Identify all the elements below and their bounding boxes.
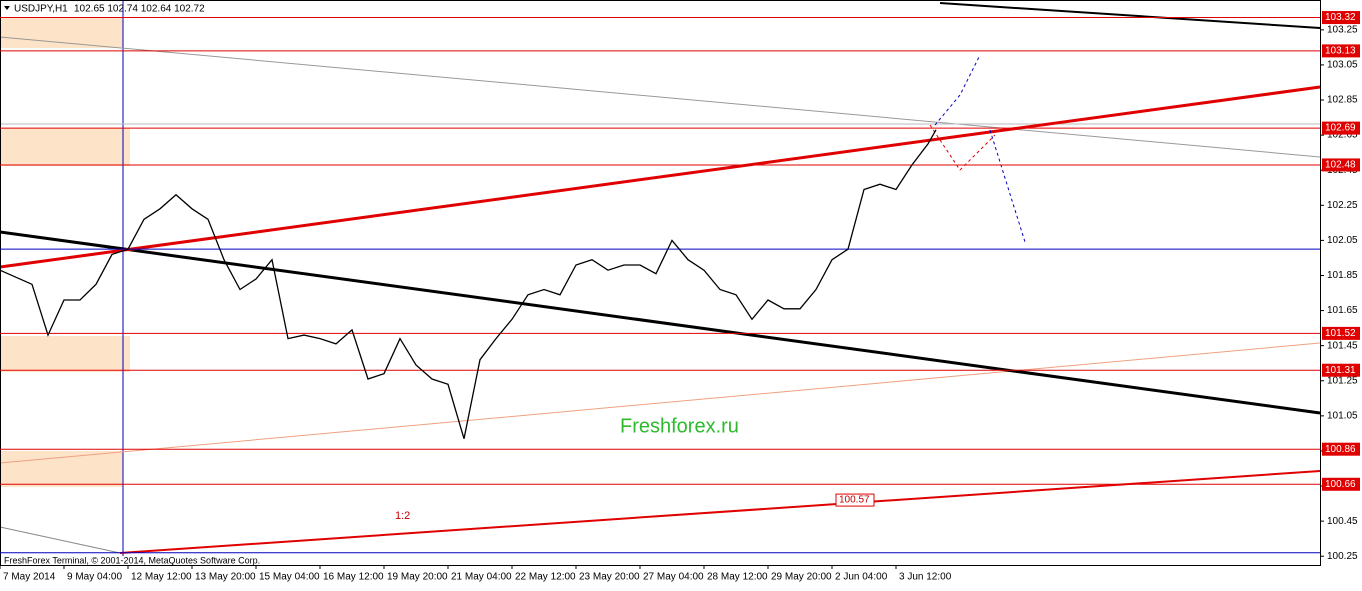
x-tick-label: 28 May 12:00 (707, 572, 768, 583)
y-tick-label: 100.45 (1327, 516, 1358, 527)
x-tick-label: 19 May 20:00 (387, 572, 448, 583)
drawings (0, 0, 1321, 556)
x-tick-label: 9 May 04:00 (67, 572, 122, 583)
x-tick-label: 3 Jun 12:00 (899, 572, 952, 583)
trend-line (0, 342, 1321, 464)
level-label-box (1322, 11, 1360, 25)
level-label-box (1322, 442, 1360, 456)
level-label-box (1322, 363, 1360, 377)
level-label: 103.13 (1325, 46, 1356, 57)
y-tick-label: 101.05 (1327, 410, 1358, 421)
y-tick-label: 103.05 (1327, 60, 1358, 71)
x-tick-label: 12 May 12:00 (131, 572, 192, 583)
x-tick-label: 22 May 12:00 (515, 572, 576, 583)
level-label-box (1322, 121, 1360, 135)
y-tick-label: 101.25 (1327, 375, 1358, 386)
price-line (0, 129, 937, 439)
y-tick-label: 102.85 (1327, 95, 1358, 106)
x-tick-label: 21 May 04:00 (451, 572, 512, 583)
price-label: 100.57 (839, 495, 870, 506)
zone (0, 336, 130, 372)
footer: FreshForex Terminal, © 2001-2014, MetaQu… (4, 555, 260, 565)
annotation: 1:2 (395, 510, 410, 522)
chart-title: USDJPY,H1 (14, 4, 68, 15)
trend-line (939, 2, 1321, 29)
level-label: 100.66 (1325, 479, 1356, 490)
level-label: 100.86 (1325, 444, 1356, 455)
zone (0, 18, 123, 48)
zone (0, 128, 130, 166)
y-tick-label: 101.65 (1327, 305, 1358, 316)
y-tick-label: 101.45 (1327, 340, 1358, 351)
plot-frame (0, 0, 1321, 566)
level-label: 102.48 (1325, 160, 1356, 171)
y-tick-label: 102.05 (1327, 235, 1358, 246)
x-tick-label: 13 May 20:00 (195, 572, 256, 583)
y-tick-label: 100.25 (1327, 551, 1358, 562)
x-tick-label: 23 May 20:00 (579, 572, 640, 583)
chart-subtitle: 102.65 102.74 102.64 102.72 (74, 4, 205, 15)
trend-line (0, 85, 1321, 269)
forecast (934, 54, 981, 126)
trend-line (0, 526, 121, 554)
level-label-box (1322, 326, 1360, 340)
level-label-box (1322, 158, 1360, 172)
x-tick-label: 16 May 12:00 (323, 572, 384, 583)
x-tick-label: 29 May 20:00 (771, 572, 832, 583)
price-label-box (835, 493, 875, 507)
x-tick-label: 27 May 04:00 (643, 572, 704, 583)
level-label: 101.31 (1325, 365, 1356, 376)
zone (0, 451, 123, 487)
level-label: 103.32 (1325, 12, 1356, 23)
watermark: Freshforex.ru (620, 415, 739, 437)
trend-line (0, 230, 1321, 415)
x-tick-label: 7 May 2014 (3, 572, 56, 583)
level-label: 101.52 (1325, 328, 1356, 339)
y-tick-label: 102.25 (1327, 200, 1358, 211)
x-tick-label: 2 Jun 04:00 (835, 572, 888, 583)
trend-line (0, 36, 1321, 158)
y-tick-label: 103.25 (1327, 24, 1358, 35)
x-tick-label: 15 May 04:00 (259, 572, 320, 583)
level-label: 102.69 (1325, 123, 1356, 134)
menu-arrow (4, 6, 10, 10)
y-tick-label: 102.65 (1327, 130, 1358, 141)
y-tick-label: 101.85 (1327, 270, 1358, 281)
forecast (989, 129, 1026, 243)
level-label-box (1322, 477, 1360, 491)
level-label-box (1322, 44, 1360, 58)
forecast (929, 124, 996, 171)
